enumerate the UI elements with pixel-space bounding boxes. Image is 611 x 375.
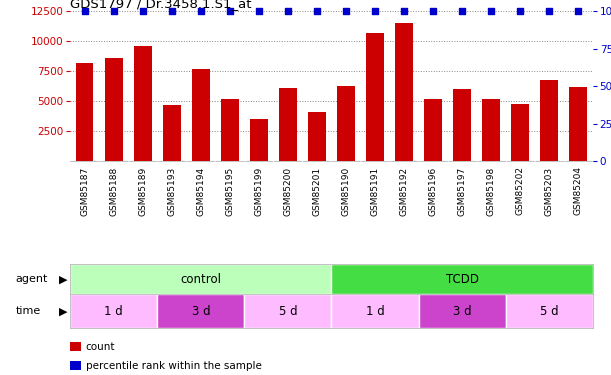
- Point: [312, 8, 322, 14]
- Text: GSM85188: GSM85188: [109, 166, 119, 216]
- Bar: [244, 294, 331, 328]
- Text: GSM85204: GSM85204: [574, 166, 583, 215]
- Bar: [221, 99, 238, 161]
- Text: ▶: ▶: [59, 306, 67, 316]
- Bar: [424, 99, 442, 161]
- Point: [225, 8, 235, 14]
- Text: GSM85201: GSM85201: [312, 166, 321, 216]
- Point: [341, 8, 351, 14]
- Bar: [76, 63, 93, 161]
- Bar: [511, 104, 529, 161]
- Text: 1 d: 1 d: [365, 305, 384, 318]
- Text: GSM85193: GSM85193: [167, 166, 177, 216]
- Text: 3 d: 3 d: [453, 305, 471, 318]
- Text: GSM85192: GSM85192: [400, 166, 409, 216]
- Text: control: control: [180, 273, 221, 286]
- Point: [573, 8, 583, 14]
- Bar: [419, 294, 506, 328]
- Bar: [337, 86, 354, 161]
- Point: [515, 8, 525, 14]
- Bar: [279, 88, 297, 161]
- Text: GSM85191: GSM85191: [370, 166, 379, 216]
- Point: [254, 8, 264, 14]
- Bar: [134, 46, 152, 161]
- Bar: [309, 112, 326, 161]
- Bar: [158, 294, 244, 328]
- Bar: [506, 294, 593, 328]
- Text: GSM85199: GSM85199: [254, 166, 263, 216]
- Bar: [251, 119, 268, 161]
- Text: 5 d: 5 d: [279, 305, 297, 318]
- Bar: [483, 99, 500, 161]
- Text: GSM85196: GSM85196: [428, 166, 437, 216]
- Text: GSM85195: GSM85195: [225, 166, 235, 216]
- Point: [428, 8, 438, 14]
- Point: [196, 8, 206, 14]
- Bar: [540, 80, 558, 161]
- Point: [457, 8, 467, 14]
- Bar: [192, 69, 210, 161]
- Text: 1 d: 1 d: [104, 305, 123, 318]
- Point: [399, 8, 409, 14]
- Text: GSM85198: GSM85198: [486, 166, 496, 216]
- Bar: [70, 294, 158, 328]
- Text: GSM85200: GSM85200: [284, 166, 293, 216]
- Text: GSM85190: GSM85190: [342, 166, 351, 216]
- Text: GSM85187: GSM85187: [80, 166, 89, 216]
- Bar: [367, 33, 384, 161]
- Point: [370, 8, 380, 14]
- Bar: [331, 264, 593, 294]
- Point: [167, 8, 177, 14]
- Text: GSM85203: GSM85203: [544, 166, 554, 216]
- Point: [486, 8, 496, 14]
- Bar: [569, 87, 587, 161]
- Point: [80, 8, 90, 14]
- Point: [109, 8, 119, 14]
- Point: [138, 8, 148, 14]
- Point: [283, 8, 293, 14]
- Text: 3 d: 3 d: [192, 305, 210, 318]
- Bar: [70, 264, 331, 294]
- Bar: [395, 23, 413, 161]
- Text: GDS1797 / Dr.3458.1.S1_at: GDS1797 / Dr.3458.1.S1_at: [70, 0, 252, 10]
- Text: TCDD: TCDD: [445, 273, 478, 286]
- Text: percentile rank within the sample: percentile rank within the sample: [86, 361, 262, 370]
- Text: GSM85202: GSM85202: [516, 166, 525, 215]
- Bar: [453, 89, 470, 161]
- Text: time: time: [15, 306, 40, 316]
- Text: GSM85189: GSM85189: [138, 166, 147, 216]
- Text: agent: agent: [15, 274, 48, 284]
- Bar: [105, 58, 122, 161]
- Text: ▶: ▶: [59, 274, 67, 284]
- Bar: [331, 294, 419, 328]
- Bar: [163, 105, 181, 161]
- Text: count: count: [86, 342, 115, 352]
- Point: [544, 8, 554, 14]
- Text: 5 d: 5 d: [540, 305, 558, 318]
- Text: GSM85194: GSM85194: [196, 166, 205, 216]
- Text: GSM85197: GSM85197: [458, 166, 467, 216]
